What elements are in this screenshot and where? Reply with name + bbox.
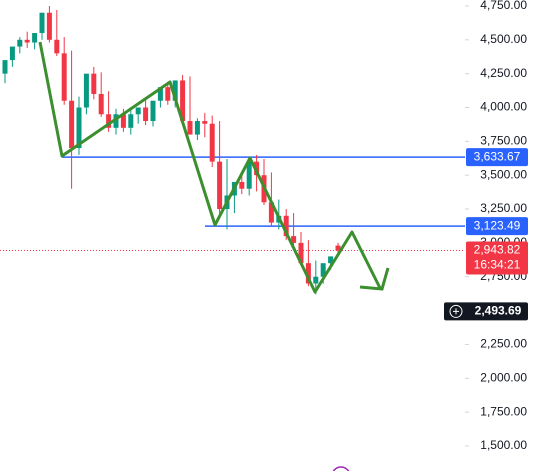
candle-body bbox=[76, 107, 82, 149]
candle-body bbox=[209, 123, 215, 162]
candle-body bbox=[128, 114, 134, 128]
candle-body bbox=[150, 100, 156, 122]
candle-body bbox=[180, 80, 186, 122]
candle-body bbox=[24, 39, 30, 43]
marker-price-box bbox=[444, 302, 528, 321]
y-tick-label: 1,750.00 bbox=[480, 404, 527, 418]
candle-body bbox=[328, 256, 334, 264]
candle-body bbox=[335, 245, 341, 251]
candle-body bbox=[246, 161, 252, 189]
candle-body bbox=[120, 114, 126, 128]
candle-body bbox=[291, 236, 297, 243]
pattern-drawing bbox=[38, 41, 382, 294]
last-price-label: 2,943.82 bbox=[474, 243, 521, 257]
candle-body bbox=[298, 242, 304, 264]
candle-body bbox=[9, 46, 15, 61]
candle-body bbox=[2, 60, 8, 74]
marker-price-label: 2,493.69 bbox=[475, 304, 522, 318]
candle-body bbox=[46, 12, 52, 40]
candle-body bbox=[239, 181, 245, 189]
candle-body bbox=[54, 39, 60, 54]
candle-body bbox=[217, 161, 223, 210]
marker-plus-sign bbox=[453, 308, 459, 315]
plot: 1,500.001,750.002,000.002,250.002,500.00… bbox=[0, 0, 527, 452]
level-price-box bbox=[466, 148, 528, 167]
y-tick-label: 3,250.00 bbox=[480, 201, 527, 215]
candle-body bbox=[313, 276, 319, 284]
y-tick-label: 2,250.00 bbox=[480, 337, 527, 351]
candle-body bbox=[61, 53, 67, 101]
candle-body bbox=[98, 93, 104, 115]
last-price-box bbox=[466, 241, 528, 275]
candle-body bbox=[268, 202, 274, 223]
candle-body bbox=[320, 263, 326, 277]
level-price-box bbox=[466, 217, 528, 236]
level-price-label: 3,633.67 bbox=[474, 149, 521, 163]
candle-body bbox=[157, 87, 163, 101]
candle-body bbox=[39, 12, 45, 34]
y-tick-label: 1,500.00 bbox=[480, 438, 527, 452]
candle-body bbox=[69, 100, 75, 149]
event-icon bbox=[332, 466, 350, 471]
candle-body bbox=[113, 114, 119, 128]
candle-body bbox=[305, 263, 311, 284]
y-tick-label: 4,750.00 bbox=[480, 0, 527, 12]
y-tick-label: 4,500.00 bbox=[480, 32, 527, 46]
candle-body bbox=[283, 215, 289, 237]
candle-body bbox=[91, 73, 97, 94]
candle-body bbox=[165, 87, 171, 101]
candle-body bbox=[202, 121, 208, 124]
candle-body bbox=[83, 73, 89, 108]
candle-body bbox=[135, 107, 141, 115]
marker-plus-icon bbox=[449, 304, 463, 318]
candle-body bbox=[143, 107, 149, 122]
candle-body bbox=[106, 114, 112, 128]
y-tick-label: 3,500.00 bbox=[480, 167, 527, 181]
y-tick-label: 4,250.00 bbox=[480, 66, 527, 80]
y-tick-label: 2,000.00 bbox=[480, 370, 527, 384]
candle-body bbox=[187, 121, 193, 135]
candle-body bbox=[172, 80, 178, 101]
countdown-label: 16:34:21 bbox=[474, 258, 521, 272]
y-tick-label: 4,000.00 bbox=[480, 100, 527, 114]
y-tick-label: 3,750.00 bbox=[480, 134, 527, 148]
candle-body bbox=[17, 39, 23, 47]
pattern-arrowhead bbox=[359, 267, 390, 291]
level-price-label: 3,123.49 bbox=[474, 218, 521, 232]
candle-body bbox=[194, 121, 200, 135]
candle-body bbox=[32, 33, 38, 43]
